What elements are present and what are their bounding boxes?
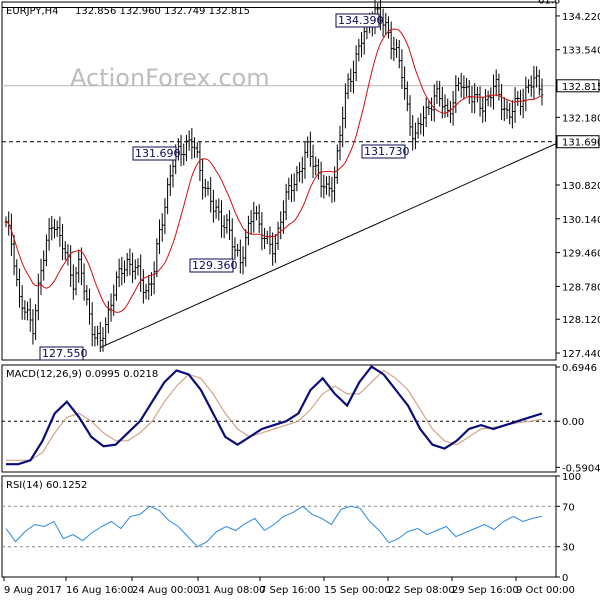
price-annotation-box (132, 146, 177, 161)
macd-axis-label: 0.6946 (562, 363, 597, 374)
price-axis-label: 133.540 (562, 46, 600, 57)
x-axis-label: 7 Sep 16:00 (260, 585, 320, 596)
price-annotation-label: 134.390 (338, 14, 384, 27)
price-annotation-label: 131.690 (135, 147, 181, 160)
price-axis: 134.220 133.540 132.815 132.180 131.690 130.8… (556, 12, 600, 360)
price-axis-label: 132.180 (562, 113, 600, 124)
price-axis-label: 130.140 (562, 215, 600, 226)
macd-panel (1, 364, 557, 473)
rsi-line (2, 505, 556, 548)
macd-axis-label: -0.5904 (562, 463, 600, 474)
rsi-axis-label: 0 (562, 573, 568, 584)
x-axis-label: 15 Sep 00:00 (324, 585, 391, 596)
macd-axis-label: 0.00 (562, 417, 584, 428)
x-axis-label: 22 Sep 08:00 (388, 585, 455, 596)
price-axis-label: 129.460 (562, 249, 600, 260)
price-annotation-box (189, 258, 234, 273)
price-axis-label: 127.440 (562, 349, 600, 360)
price-annotation-label: 131.730 (364, 145, 410, 158)
price-panel (1, 1, 557, 361)
price-annotation-box (39, 346, 84, 361)
watermark: ActionForex.com (70, 64, 270, 92)
macd-axis: 0.6946 0.00 -0.5904 (556, 363, 600, 474)
rsi-panel (1, 475, 557, 578)
price-axis-label: 134.220 (562, 12, 600, 23)
moving-average-line (5, 28, 543, 313)
rsi-axis: 100 70 30 0 (556, 472, 581, 584)
x-axis-label: 16 Aug 16:00 (66, 585, 133, 596)
macd-lines (2, 365, 556, 466)
macd-main-line (6, 365, 543, 466)
x-axis-label: 9 Oct 00:00 (516, 585, 575, 596)
support-price-box (556, 135, 600, 149)
ohlc-values: 132.856 132.960 132.749 132.815 (75, 6, 250, 17)
price-annotation-box (335, 13, 380, 28)
moving-average (5, 28, 543, 313)
macd-title: MACD(12,26,9) 0.0995 0.0218 (6, 369, 158, 380)
last-price-box (556, 79, 600, 93)
price-axis-label: 132.815 (562, 82, 600, 93)
trendline (100, 143, 557, 349)
price-axis-label: 128.120 (562, 315, 600, 326)
price-annotations: 134.390 131.690 131.730 129.360 127.550 (39, 13, 557, 361)
x-axis-label: 29 Sep 16:00 (452, 585, 519, 596)
x-axis-label: 31 Aug 08:00 (198, 585, 265, 596)
rsi-axis-label: 70 (562, 502, 575, 513)
x-axis-label: 24 Aug 00:00 (132, 585, 199, 596)
price-annotation-label: 129.360 (192, 259, 238, 272)
x-axis-label: 9 Aug 2017 (4, 585, 62, 596)
price-annotation-label: 127.550 (42, 347, 88, 360)
price-axis-label: 131.690 (562, 138, 600, 149)
price-annotation-box (361, 144, 406, 159)
rsi-axis-label: 100 (562, 472, 581, 483)
chart-title: EURJPY,H4 (6, 6, 59, 17)
price-axis-label: 130.820 (562, 181, 600, 192)
rsi-line (5, 505, 543, 548)
rsi-title: RSI(14) 60.1252 (6, 480, 87, 491)
price-axis-label: 128.780 (562, 282, 600, 293)
fib-label: 61.8 (538, 0, 560, 6)
rsi-axis-label: 30 (562, 543, 575, 554)
